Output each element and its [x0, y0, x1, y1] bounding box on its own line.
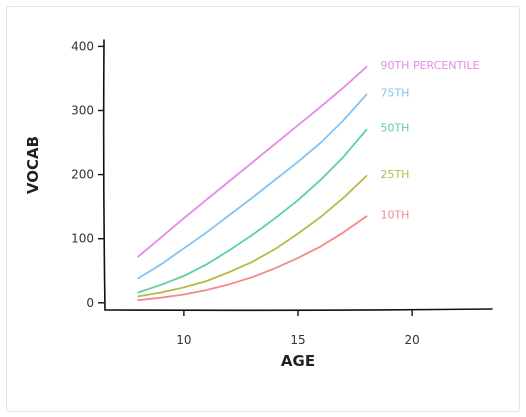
y-tick-label: 300	[71, 104, 94, 118]
y-tick-label: 200	[71, 168, 94, 182]
x-tick-label: 15	[290, 333, 305, 347]
series-line	[137, 93, 368, 280]
series-line	[137, 175, 368, 298]
x-axis-title: AGE	[281, 352, 315, 370]
series-line	[137, 128, 368, 294]
labels-group: 90TH PERCENTILE 75TH 50TH 25TH 10TH	[380, 59, 479, 221]
x-tick-label: 20	[404, 333, 419, 347]
ticks: 0 100 200 300 400 10 15 20	[71, 39, 420, 347]
x-tick-label: 10	[176, 333, 191, 347]
series-line	[137, 215, 368, 302]
chart-card	[6, 6, 520, 412]
series-label: 75TH	[380, 86, 409, 99]
series-line	[137, 66, 368, 258]
y-axis-title: VOCAB	[24, 136, 42, 194]
series-group	[137, 66, 368, 302]
axes	[102, 39, 493, 312]
series-label: 10TH	[380, 208, 409, 221]
series-label: 50TH	[380, 122, 409, 135]
series-label: 25TH	[380, 168, 409, 181]
series-label: 90TH PERCENTILE	[380, 59, 479, 72]
y-tick-label: 400	[71, 39, 94, 53]
y-tick-label: 0	[86, 296, 94, 310]
y-tick-label: 100	[71, 232, 94, 246]
